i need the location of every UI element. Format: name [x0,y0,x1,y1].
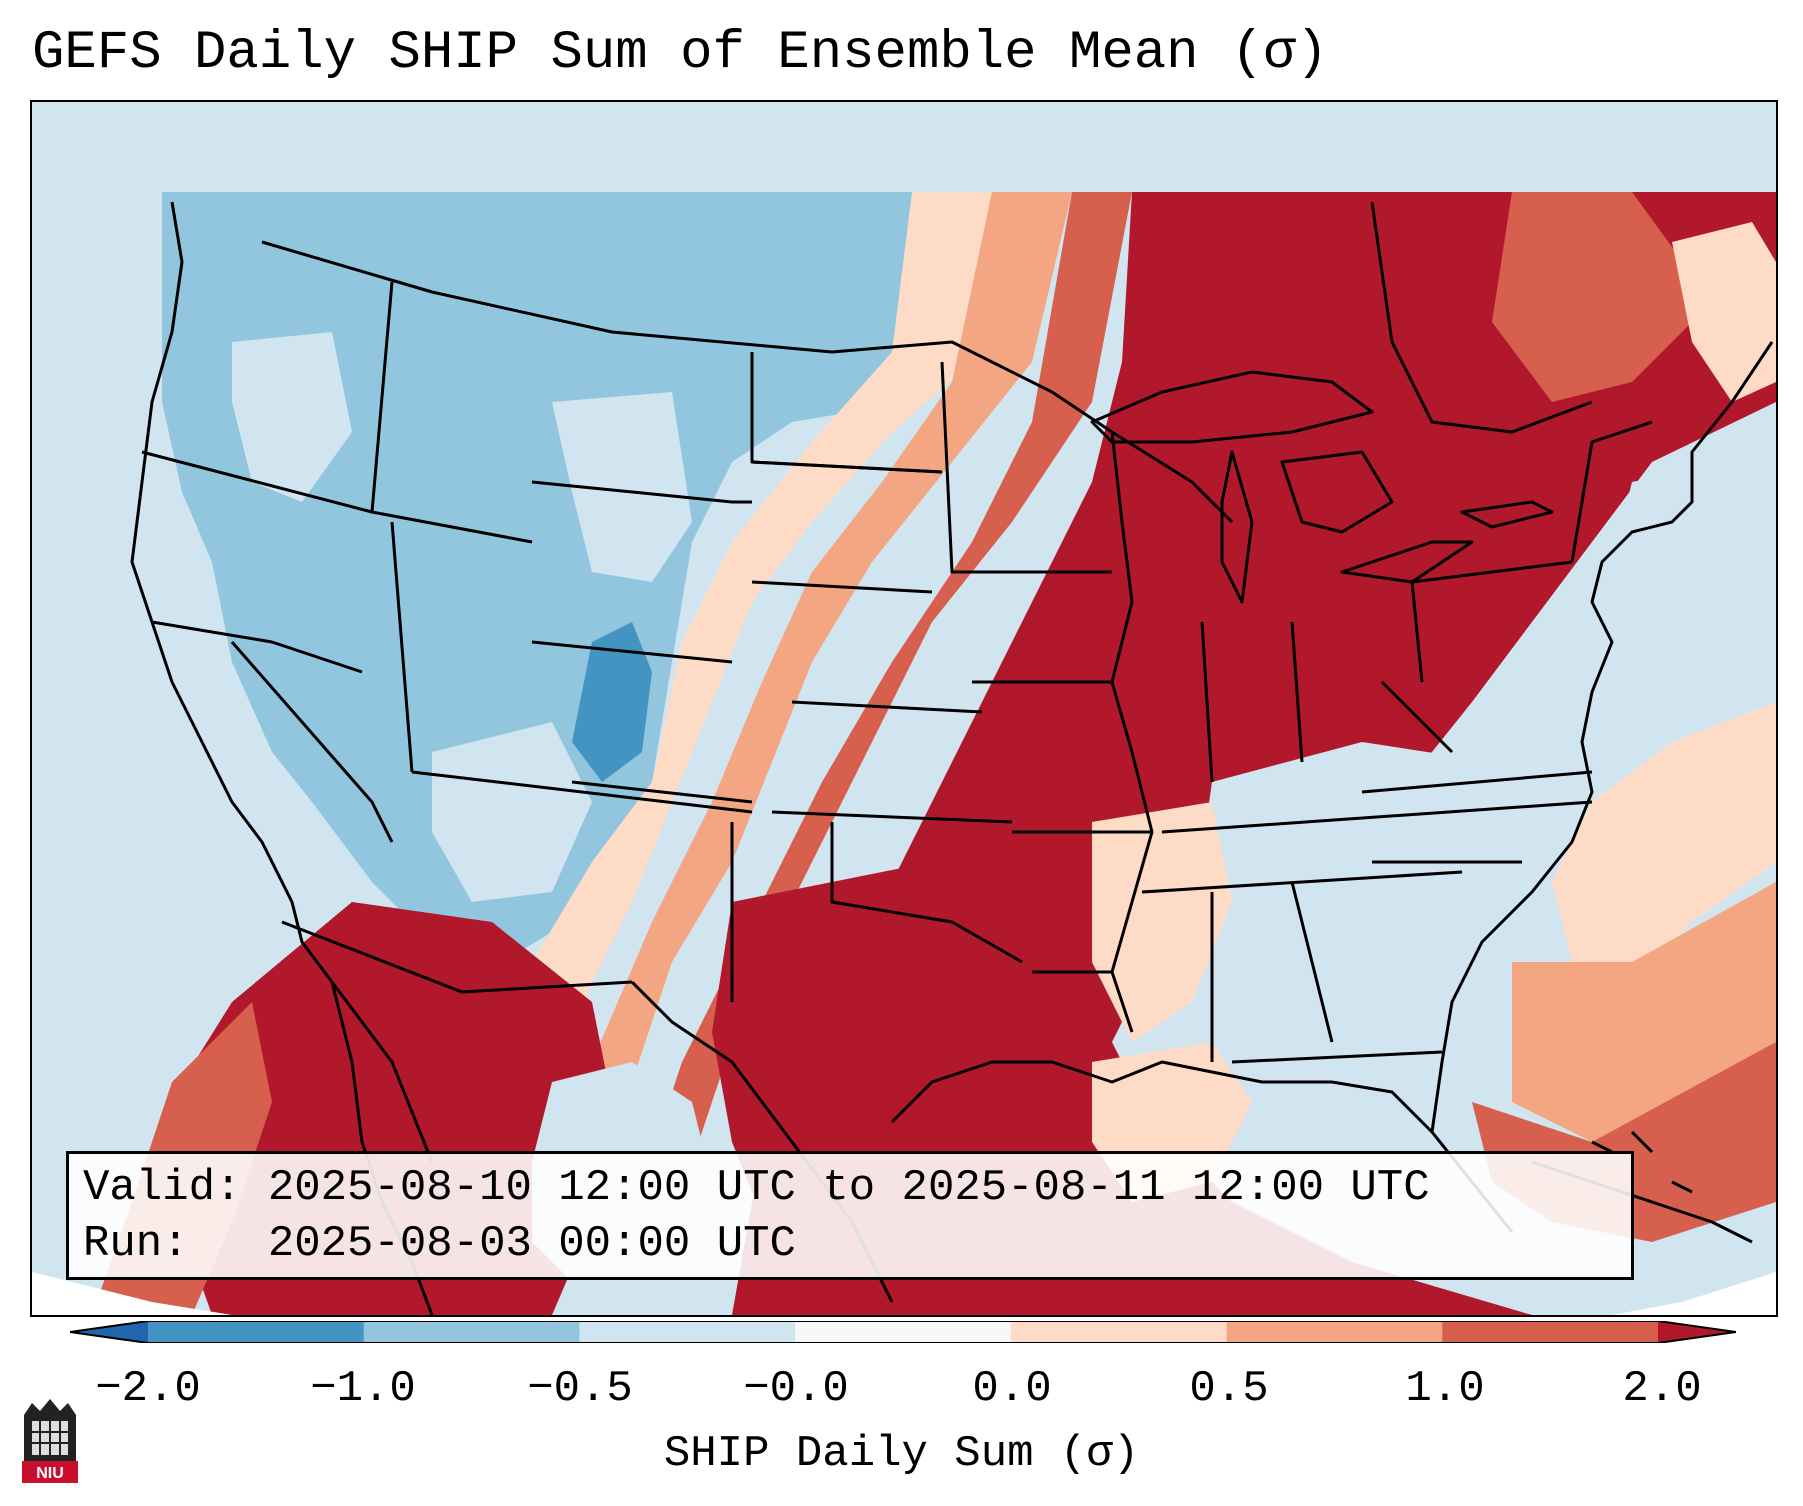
atlantic-coast [1430,341,1774,1133]
il-in-line [1200,621,1214,783]
colorbar-bin [148,1321,365,1343]
lake-ontario [1460,500,1554,529]
run-time-text: Run: 2025-08-03 00:00 UTC [83,1219,796,1269]
field-atlantic-pink [1552,702,1776,982]
mt-wy-line [531,480,752,504]
colorbar-bin [795,1321,1012,1343]
ok-tx-line [830,822,1023,964]
colorbar-bin [363,1321,580,1343]
wi-mi-line [1111,430,1234,524]
lake-erie [1340,540,1474,584]
field-wyoming-pale [552,392,692,582]
field-atlantic-salmon [1512,882,1776,1142]
colorbar-label: SHIP Daily Sum (σ) [663,1429,1140,1479]
colorbar-extend-over [1658,1321,1736,1343]
colorbar-tick-label: −2.0 [95,1364,201,1414]
colorbar-tick-label: −0.5 [527,1364,633,1414]
field-utah-pale [432,722,592,902]
colorbar-tick-label: 0.0 [972,1364,1052,1414]
valid-run-box: Valid: 2025-08-10 12:00 UTC to 2025-08-1… [66,1151,1634,1280]
northern-border [261,240,1113,434]
colorbar-extend-under [70,1321,148,1343]
wa-or-line [141,450,373,514]
ky-tn-line [1161,800,1593,834]
field-southeast-pink [1092,802,1232,1042]
niu-logo-icon: NIU [22,1399,78,1483]
field-new-england-pink [1672,222,1776,402]
va-nc-line [1361,770,1593,794]
bahamas [1591,1130,1693,1194]
field-plains-salmon [552,192,1072,1202]
colorbar-bin [1442,1321,1659,1343]
colorbar-tick-label: −1.0 [310,1364,416,1414]
ks-ok-line [771,810,1013,824]
colorbar-tick-label: 0.5 [1189,1364,1269,1414]
az-mx-line [281,920,633,994]
field-outside-domain-right [1612,1272,1776,1315]
ga-fl-line [1231,1050,1443,1064]
field-atlantic-pale-blue [1532,462,1776,802]
ny-ne-line [1570,420,1653,563]
colorbar-tick-label: −0.0 [743,1364,849,1414]
pa-ny-line [1411,560,1573,584]
field-northeast-orange [1492,192,1712,402]
field-idaho-pale [232,332,352,502]
co-nm-line [571,780,753,804]
colorbar-bin [1010,1321,1228,1343]
map-panel [30,100,1778,1317]
oh-pa-line [1410,581,1424,683]
lake-michigan [1220,450,1254,604]
tn-ms-line [1141,870,1463,894]
sd-ne-line [751,580,933,594]
al-ga-line [1290,881,1334,1043]
wy-co-line [531,640,733,664]
ne-ks-line [791,700,983,714]
logo-text: NIU [36,1465,64,1482]
id-line [370,281,533,544]
chart-title: GEFS Daily SHIP Sum of Ensemble Mean (σ) [32,23,1329,84]
colorbar-tick-label: 2.0 [1622,1364,1702,1414]
field-montana-blue [332,192,912,362]
colorbar [70,1321,1736,1343]
hudson-line [1370,201,1593,434]
wv-va-line [1380,680,1454,754]
ca-nv-line [230,641,394,843]
lake-superior [1090,370,1374,444]
colorbar-bin [1226,1321,1443,1343]
field-northwest-light-blue [162,192,932,962]
west-coast [130,201,434,1163]
or-ca-line [151,620,363,674]
colorbar-tick-label: 1.0 [1405,1364,1485,1414]
field-plains-pink [502,192,992,1082]
mn-border [940,361,1112,574]
field-outside-domain-left [32,1272,232,1315]
colorbar-bin [579,1321,796,1343]
lake-huron [1280,450,1394,534]
nv-ut-line [390,521,414,773]
map-canvas [32,102,1776,1315]
ut-az-line [411,770,753,814]
mississippi-river [1110,431,1154,1033]
valid-time-text: Valid: 2025-08-10 12:00 UTC to 2025-08-1… [83,1163,1430,1213]
nd-sd-line [751,460,943,474]
in-oh-line [1290,621,1304,763]
field-colorado-blue [572,622,652,782]
